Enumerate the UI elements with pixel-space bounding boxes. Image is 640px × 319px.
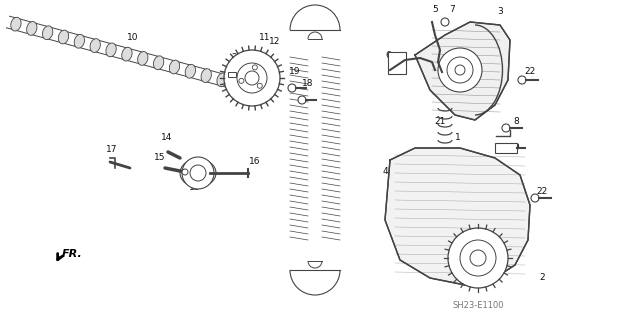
Polygon shape [415,22,510,120]
Circle shape [182,169,188,175]
Text: 4: 4 [382,167,388,176]
Ellipse shape [154,56,164,70]
Circle shape [455,65,465,75]
Ellipse shape [106,43,116,57]
Circle shape [190,165,206,181]
Circle shape [252,65,257,70]
Text: 7: 7 [449,5,455,14]
Circle shape [239,78,244,83]
Circle shape [245,71,259,85]
Circle shape [441,18,449,26]
Text: 17: 17 [106,145,118,154]
Text: 14: 14 [161,133,173,143]
Circle shape [470,250,486,266]
Text: FR.: FR. [62,249,83,259]
Text: 9: 9 [513,144,519,152]
Ellipse shape [138,52,148,65]
Text: 2: 2 [539,273,545,283]
Text: 19: 19 [289,68,301,77]
Text: 5: 5 [432,5,438,14]
Text: SH23-E1100: SH23-E1100 [452,301,504,310]
Circle shape [531,194,539,202]
Polygon shape [385,148,530,285]
Ellipse shape [42,26,53,40]
Text: 11: 11 [259,33,271,41]
Text: 16: 16 [249,158,260,167]
Ellipse shape [90,39,100,52]
Circle shape [502,124,510,132]
Text: 22: 22 [524,68,536,77]
Circle shape [224,50,280,106]
Circle shape [438,48,482,92]
Ellipse shape [11,17,21,31]
Ellipse shape [74,34,84,48]
Text: 10: 10 [127,33,139,42]
Ellipse shape [185,64,195,78]
Circle shape [237,63,267,93]
Text: 6: 6 [385,50,391,60]
Bar [388,52,406,74]
Circle shape [298,96,306,104]
Text: 8: 8 [513,117,519,127]
Circle shape [257,83,262,88]
Text: 12: 12 [269,38,281,47]
Bar [228,72,236,77]
Circle shape [460,240,496,276]
Ellipse shape [170,60,180,74]
Ellipse shape [217,73,227,87]
Text: 22: 22 [536,188,548,197]
Circle shape [447,57,473,83]
Ellipse shape [201,69,211,82]
Ellipse shape [180,159,216,187]
Circle shape [448,228,508,288]
Text: 13: 13 [189,183,201,192]
Text: 15: 15 [154,153,166,162]
Bar [495,143,517,153]
Circle shape [182,157,214,189]
Circle shape [288,84,296,92]
Text: 18: 18 [302,78,314,87]
Circle shape [518,76,526,84]
Ellipse shape [58,30,68,44]
Text: 21: 21 [435,117,445,127]
Text: 1: 1 [455,133,461,143]
Text: 3: 3 [497,8,503,17]
Text: 20: 20 [231,53,243,62]
Ellipse shape [122,47,132,61]
Ellipse shape [27,22,37,35]
